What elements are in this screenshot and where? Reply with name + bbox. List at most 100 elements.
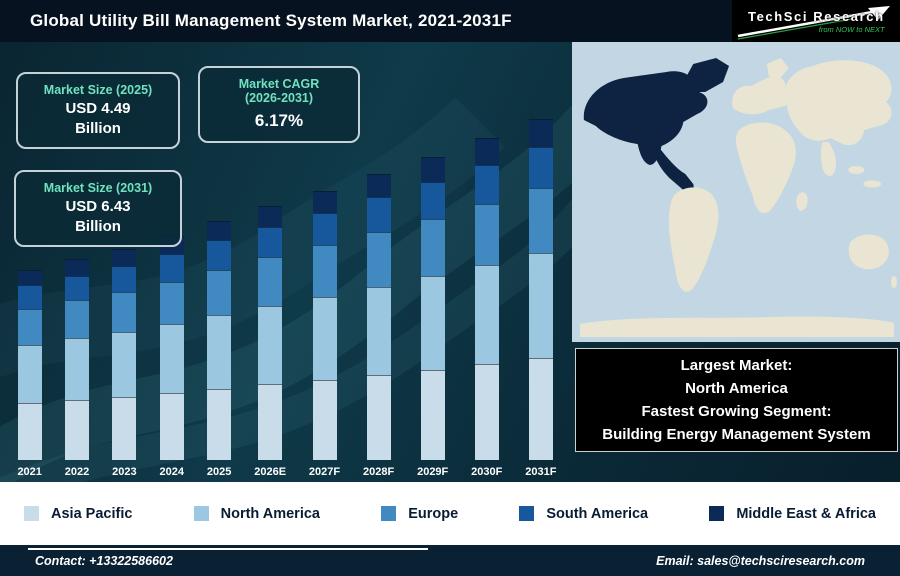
x-axis-label: 2028F: [363, 466, 395, 478]
x-axis-label: 2025: [206, 466, 232, 478]
bar-column: [420, 156, 445, 460]
footer-bar: Contact: +13322586602 Email: sales@techs…: [0, 545, 900, 576]
legend-swatch: [193, 506, 209, 521]
bar-column: [258, 205, 283, 460]
market-cagr-title-line2: (2026-2031): [244, 91, 314, 105]
x-axis-label: 2021: [17, 466, 42, 478]
legend-item-asia-pacific: Asia Pacific: [24, 506, 132, 522]
logo-name: TechSci Research: [748, 8, 885, 24]
bar-2025: 2025: [207, 70, 231, 480]
greenland-region: [683, 58, 730, 92]
bar-column: [112, 248, 137, 460]
x-axis-label: 2031F: [525, 466, 557, 478]
bar-segment: [207, 314, 232, 389]
callout-line-2: North America: [685, 380, 788, 397]
logo-text: TechSci Research from NOW to NEXT: [748, 9, 885, 34]
x-axis-label: 2030F: [471, 466, 503, 478]
bar-segment: [258, 226, 283, 258]
market-size-2031-value: USD 6.43: [65, 198, 131, 215]
bar-segment: [420, 276, 445, 370]
bar-segment: [17, 269, 42, 286]
bar-segment: [528, 188, 553, 254]
bar-segment: [420, 218, 445, 277]
market-size-2031-unit: Billion: [75, 218, 121, 235]
bar-column: [207, 220, 232, 460]
bar-segment: [474, 264, 499, 364]
bar-segment: [474, 138, 499, 165]
bar-segment: [159, 393, 184, 460]
bar-2028F: 2028F: [363, 70, 394, 480]
bar-segment: [17, 308, 42, 345]
bar-segment: [258, 384, 283, 460]
bar-segment: [528, 253, 553, 359]
legend-item-south-america: South America: [519, 506, 648, 522]
bar-segment: [112, 248, 137, 267]
bar-segment: [65, 275, 90, 301]
bar-segment: [65, 400, 90, 460]
bar-2021: 2021: [17, 70, 42, 480]
market-size-2031-box: Market Size (2031) USD 6.43 Billion: [14, 170, 182, 247]
legend-item-north-america: North America: [193, 505, 320, 522]
europe-region: [732, 58, 791, 115]
legend-swatch: [709, 506, 725, 521]
techsci-logo: TechSci Research from NOW to NEXT: [732, 0, 900, 42]
market-cagr-box: Market CAGR (2026-2031) 6.17%: [198, 66, 360, 143]
chart-legend: Asia Pacific North America Europe South Ame…: [0, 482, 900, 545]
legend-swatch: [381, 506, 397, 521]
bar-segment: [366, 197, 391, 233]
x-axis-label: 2023: [112, 466, 137, 478]
bar-column: [65, 259, 90, 460]
bar-segment: [65, 338, 90, 400]
market-size-2025-box: Market Size (2025) USD 4.49 Billion: [16, 72, 180, 149]
bar-segment: [420, 369, 445, 460]
bar-segment: [420, 181, 445, 219]
bar-segment: [65, 259, 90, 276]
bar-column: [528, 118, 553, 460]
bar-column: [474, 138, 499, 460]
bar-segment: [159, 281, 184, 325]
bar-segment: [17, 285, 42, 309]
bar-segment: [112, 266, 137, 292]
market-size-2025-value: USD 4.49: [65, 100, 131, 117]
bar-segment: [474, 203, 499, 265]
stacked-bar-chart: 2021 2022 2023 2024 2025 2026E 2027F 2028F 2029F…: [0, 42, 572, 482]
bar-segment: [366, 173, 391, 198]
bar-segment: [258, 205, 283, 227]
bar-column: [159, 235, 184, 460]
bar-2022: 2022: [65, 70, 89, 480]
legend-label: Middle East & Africa: [736, 505, 876, 522]
north-america-region: [583, 71, 708, 192]
legend-item-europe: Europe: [381, 506, 458, 522]
bar-segment: [17, 344, 42, 404]
bar-segment: [312, 190, 337, 213]
callout-line-1: Largest Market:: [680, 357, 793, 374]
market-cagr-title-line1: Market CAGR: [238, 77, 320, 91]
south-america-region: [668, 187, 719, 292]
bar-2026E: 2026E: [254, 70, 286, 480]
legend-label: South America: [546, 505, 649, 522]
bar-segment: [366, 286, 391, 375]
x-axis-label: 2024: [159, 466, 184, 478]
bar-segment: [112, 332, 137, 397]
asia-region: [785, 60, 892, 176]
bar-column: [366, 173, 391, 460]
antarctica-region: [579, 316, 895, 337]
logo-tagline: from NOW to NEXT: [818, 24, 885, 34]
bar-segment: [207, 269, 232, 315]
bar-segment: [420, 156, 445, 182]
world-map: [572, 42, 900, 342]
bar-segment: [312, 379, 337, 460]
market-cagr-value: 6.17%: [254, 111, 304, 130]
bar-segment: [207, 240, 232, 270]
bar-segment: [528, 358, 553, 460]
legend-label: North America: [220, 505, 320, 522]
bar-segment: [474, 363, 499, 460]
bar-2031F: 2031F: [525, 70, 556, 480]
largest-market-callout: Largest Market: North America Fastest Gr…: [575, 348, 898, 452]
legend-swatch: [24, 506, 39, 521]
bar-segment: [312, 212, 337, 246]
bar-segment: [207, 388, 232, 460]
x-axis-label: 2027F: [308, 466, 341, 478]
bar-2023: 2023: [112, 70, 137, 480]
x-axis-label: 2029F: [417, 466, 449, 478]
